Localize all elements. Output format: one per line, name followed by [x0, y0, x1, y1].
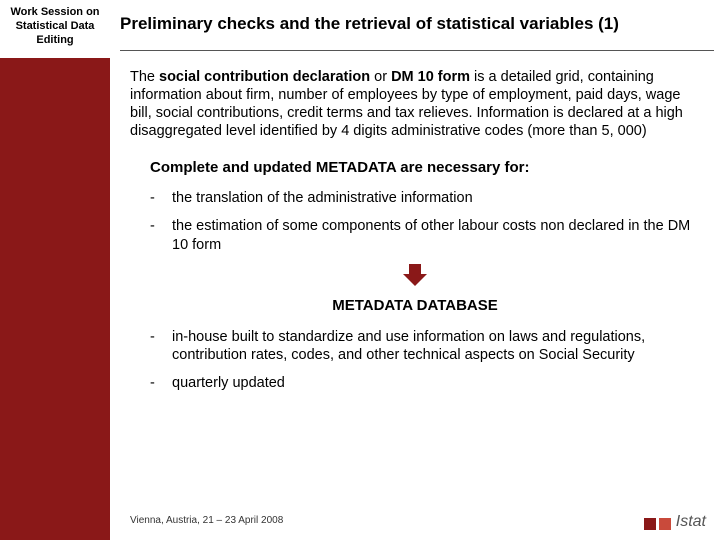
arrow-down	[130, 264, 700, 291]
intro-pre: The	[130, 69, 159, 85]
sidebar: Work Session on Statistical Data Editing	[0, 0, 110, 540]
intro-bold2: DM 10 form	[391, 69, 470, 85]
slide-header: Preliminary checks and the retrieval of …	[120, 14, 714, 54]
sidebar-label: Work Session on Statistical Data Editing	[4, 6, 106, 47]
intro-bold1: social contribution declaration	[159, 69, 370, 85]
slide-title: Preliminary checks and the retrieval of …	[120, 14, 714, 34]
list-item: quarterly updated	[150, 374, 700, 392]
logo-text: Istat	[676, 514, 706, 530]
header-rule	[120, 50, 714, 51]
sidebar-red-bar	[0, 58, 110, 540]
logo-square-icon	[659, 518, 671, 530]
arrow-down-icon	[403, 264, 427, 286]
database-list: in-house built to standardize and use in…	[150, 328, 700, 392]
istat-logo: Istat	[644, 514, 706, 530]
metadata-database-heading: METADATA DATABASE	[130, 297, 700, 316]
necessary-list: the translation of the administrative in…	[150, 189, 700, 253]
intro-mid: or	[370, 69, 391, 85]
slide-content: The social contribution declaration or D…	[130, 68, 700, 402]
intro-paragraph: The social contribution declaration or D…	[130, 68, 700, 141]
metadata-necessary-heading: Complete and updated METADATA are necess…	[150, 159, 700, 178]
list-item: in-house built to standardize and use in…	[150, 328, 700, 364]
logo-square-icon	[644, 518, 656, 530]
list-item: the estimation of some components of oth…	[150, 217, 700, 253]
list-item: the translation of the administrative in…	[150, 189, 700, 207]
footer-venue: Vienna, Austria, 21 – 23 April 2008	[130, 515, 283, 526]
